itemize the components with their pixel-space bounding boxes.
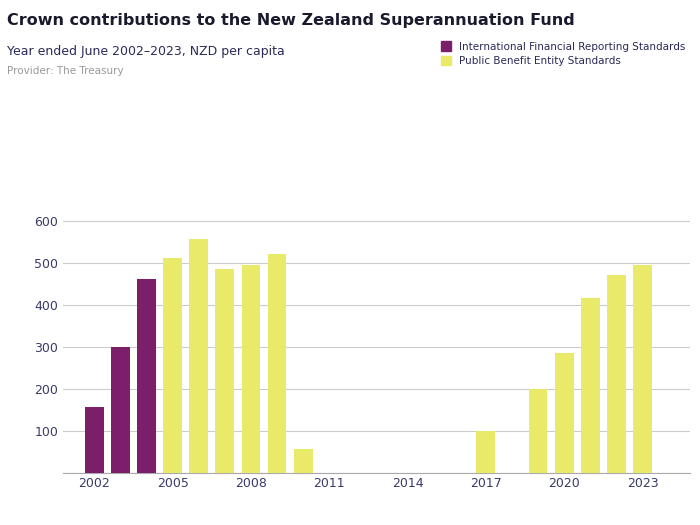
Bar <box>528 388 547 472</box>
Bar <box>294 449 313 472</box>
Legend: International Financial Reporting Standards, Public Benefit Entity Standards: International Financial Reporting Standa… <box>438 39 688 68</box>
Bar <box>581 298 600 472</box>
Bar <box>477 430 496 473</box>
Text: Year ended June 2002–2023, NZD per capita: Year ended June 2002–2023, NZD per capit… <box>7 45 285 58</box>
Bar <box>137 279 156 472</box>
Bar <box>189 239 208 472</box>
Text: Crown contributions to the New Zealand Superannuation Fund: Crown contributions to the New Zealand S… <box>7 13 575 28</box>
Bar <box>607 275 626 472</box>
Bar <box>163 258 182 472</box>
Bar <box>555 353 573 472</box>
Bar <box>216 269 234 472</box>
Bar <box>111 346 130 472</box>
Text: Provider: The Treasury: Provider: The Treasury <box>7 66 124 76</box>
Bar <box>267 254 286 472</box>
Bar <box>85 407 104 472</box>
Bar <box>241 265 260 472</box>
Text: figure.nz: figure.nz <box>587 8 663 22</box>
Bar <box>633 265 652 472</box>
